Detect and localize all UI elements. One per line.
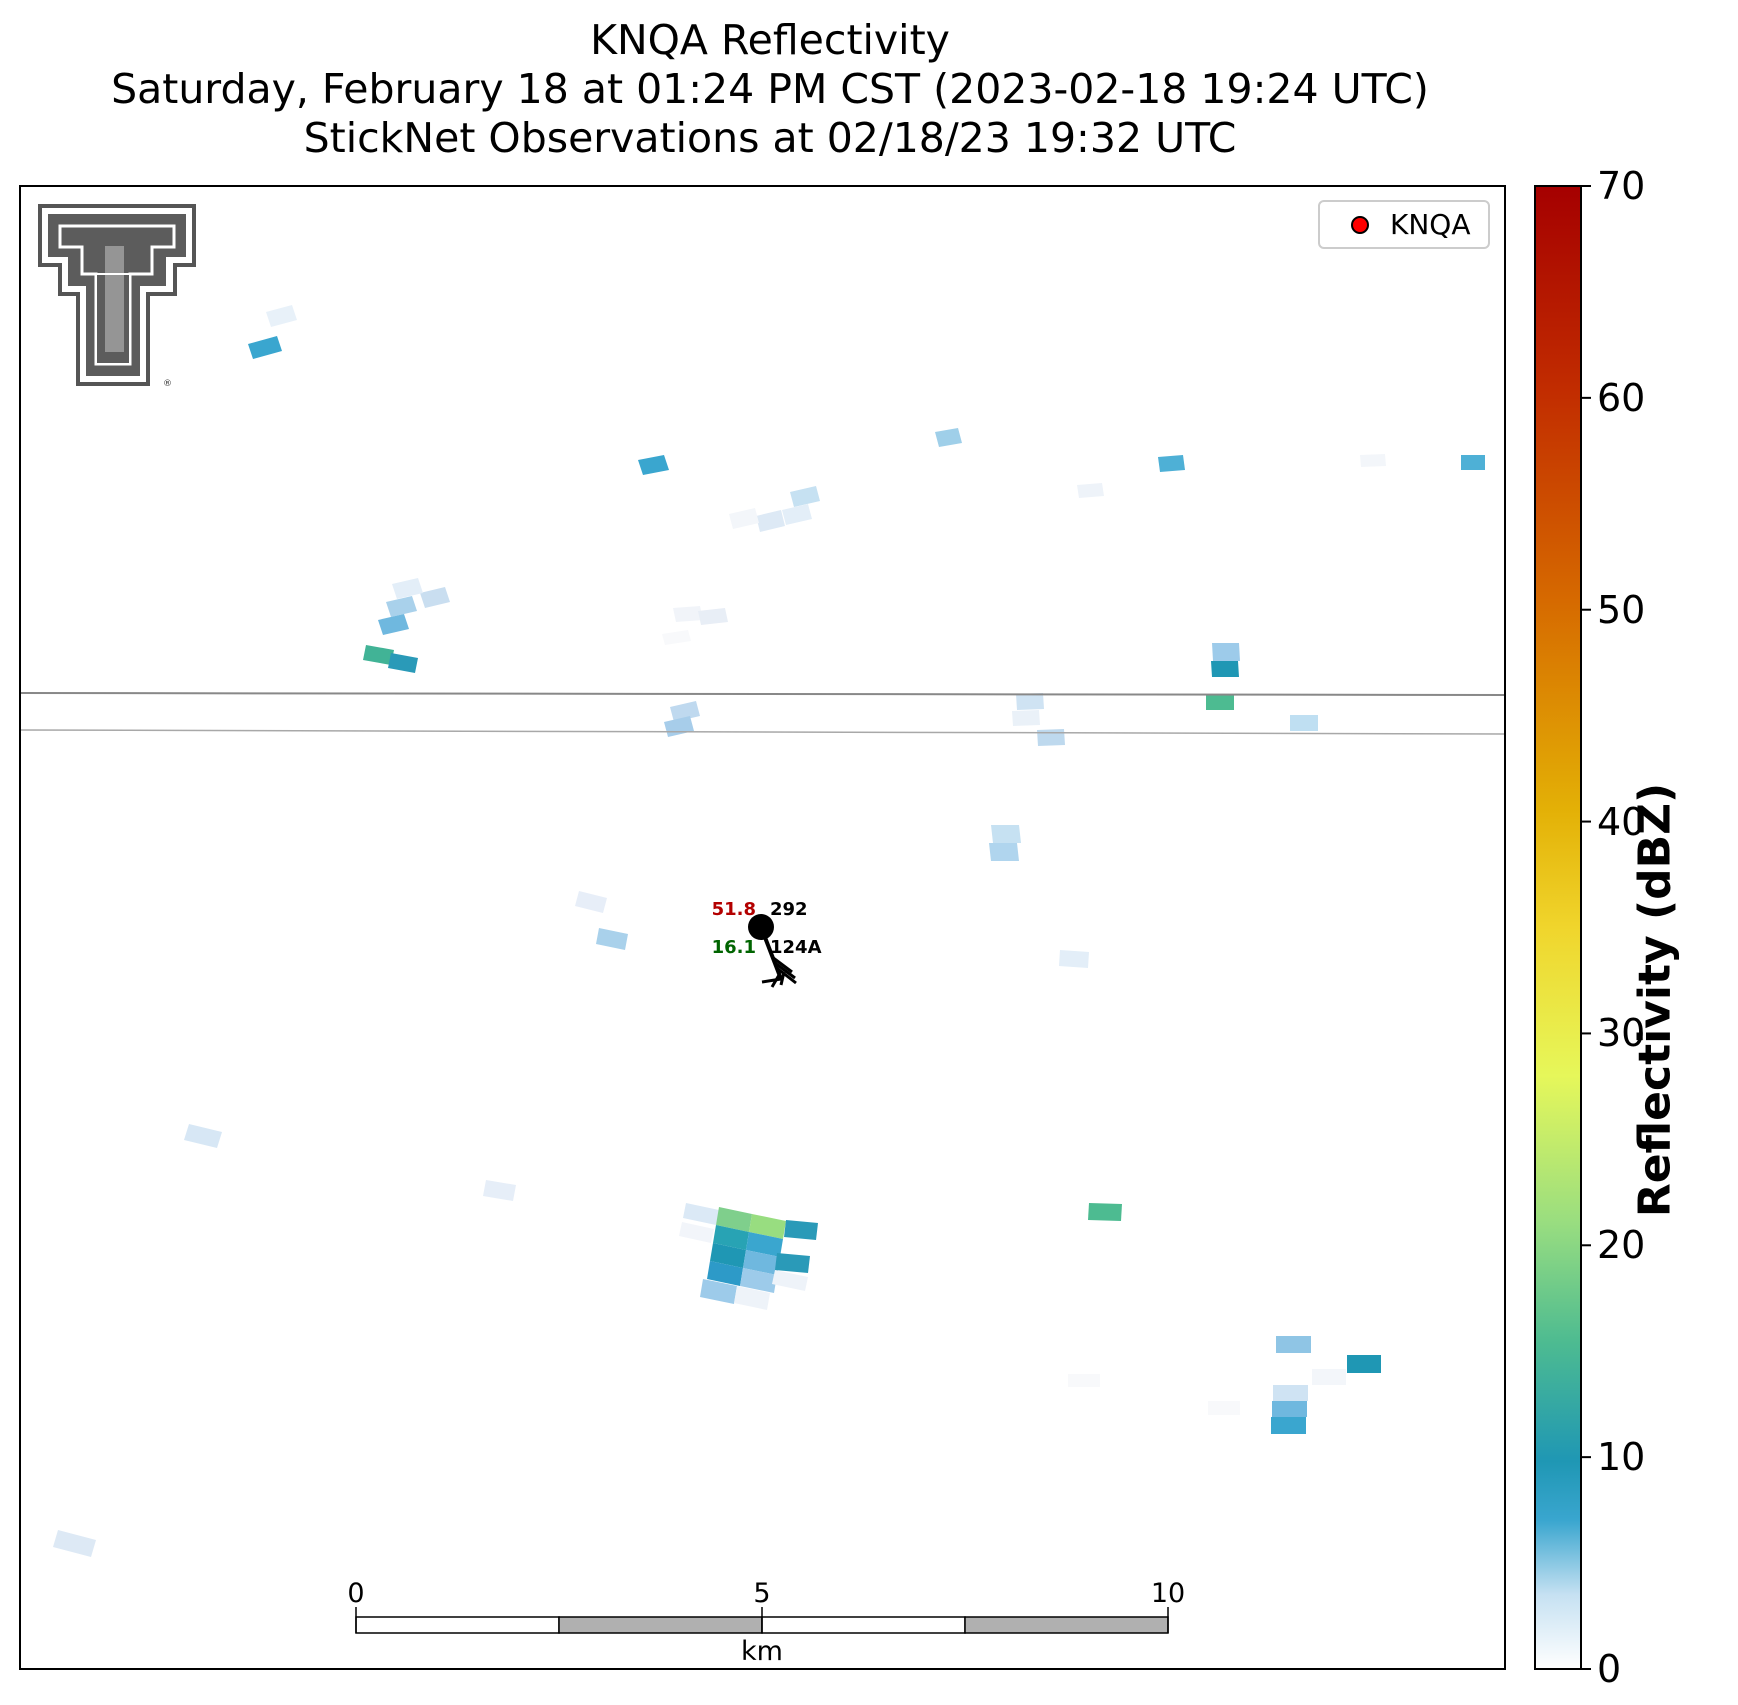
colorbar-tick-label: 50 [1597,587,1646,632]
legend-marker-icon [1351,216,1369,234]
station-dewpoint: 16.1 [712,937,756,958]
colorbar-tick-label: 0 [1597,1647,1622,1691]
colorbar-tick-label: 70 [1597,164,1646,208]
station-plot: 51.8 292 16.1 124A [712,899,822,988]
scale-tick-0: 0 [347,1578,365,1609]
colorbar-gradient [1534,185,1582,1670]
registered-mark: ® [163,379,172,389]
colorbar-tick-label: 20 [1597,1223,1646,1268]
scale-bar [355,1607,1169,1634]
station-pressure: 292 [770,899,808,920]
map-subtitle-time: Saturday, February 18 at 01:24 PM CST (2… [111,65,1429,113]
scale-tick-10: 10 [1150,1578,1186,1609]
station-id: 124A [770,937,822,958]
colorbar [1534,185,1591,1670]
map-subtitle-observations: StickNet Observations at 02/18/23 19:32 … [303,114,1237,162]
colorbar-tick-label: 60 [1597,375,1646,420]
colorbar-label: Reflectivity (dBZ) [1629,782,1681,1218]
station-temperature: 51.8 [712,899,756,920]
texas-tech-double-t-logo [38,204,196,386]
boundary-line [19,729,1506,735]
colorbar-tick-label: 10 [1597,1435,1646,1480]
scale-tick-5: 5 [753,1578,771,1609]
scale-unit: km [741,1636,783,1667]
reflectivity-echoes [53,305,1485,1557]
colorbar-tick-label: 40 [1597,799,1646,844]
legend-label: KNQA [1390,208,1471,241]
legend: KNQA [1318,200,1490,249]
map-title: KNQA Reflectivity [590,16,950,64]
boundary-line [19,692,1506,696]
map-frame [19,185,1506,1670]
colorbar-tick-label: 30 [1597,1011,1646,1056]
